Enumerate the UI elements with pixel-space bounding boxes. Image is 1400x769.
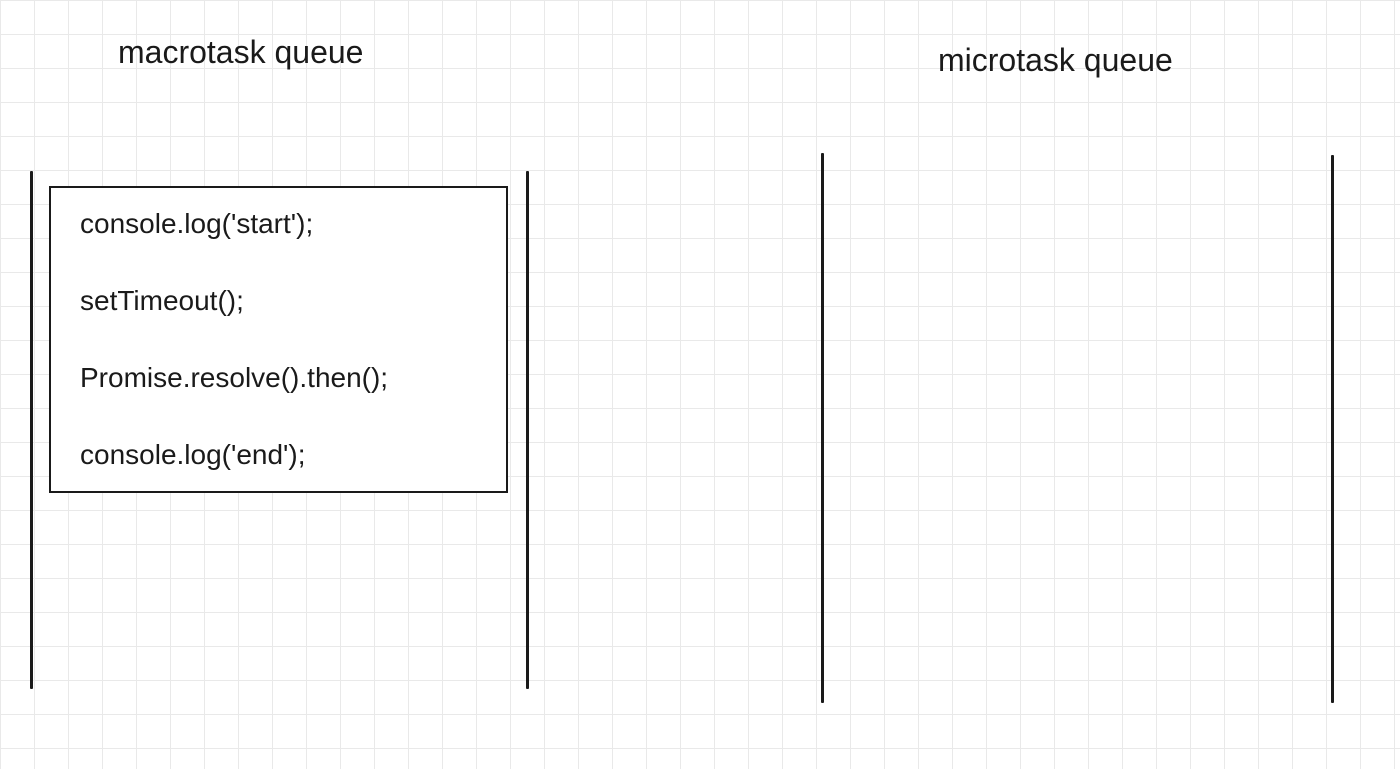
- microtask-queue-right-wall: [1331, 155, 1334, 703]
- task-line-console-log-start: console.log('start');: [80, 208, 314, 239]
- task-line-set-timeout: setTimeout();: [80, 285, 244, 316]
- task-line-console-log-end: console.log('end');: [80, 439, 306, 470]
- microtask-queue-left-wall: [821, 153, 824, 703]
- macrotask-queue-right-wall: [526, 171, 529, 689]
- macrotask-script-task-box: console.log('start'); setTimeout(); Prom…: [49, 186, 508, 493]
- macrotask-queue-title: macrotask queue: [118, 34, 364, 70]
- macrotask-queue-left-wall: [30, 171, 33, 689]
- task-line-promise-then: Promise.resolve().then();: [80, 362, 389, 393]
- microtask-queue-title: microtask queue: [938, 42, 1173, 78]
